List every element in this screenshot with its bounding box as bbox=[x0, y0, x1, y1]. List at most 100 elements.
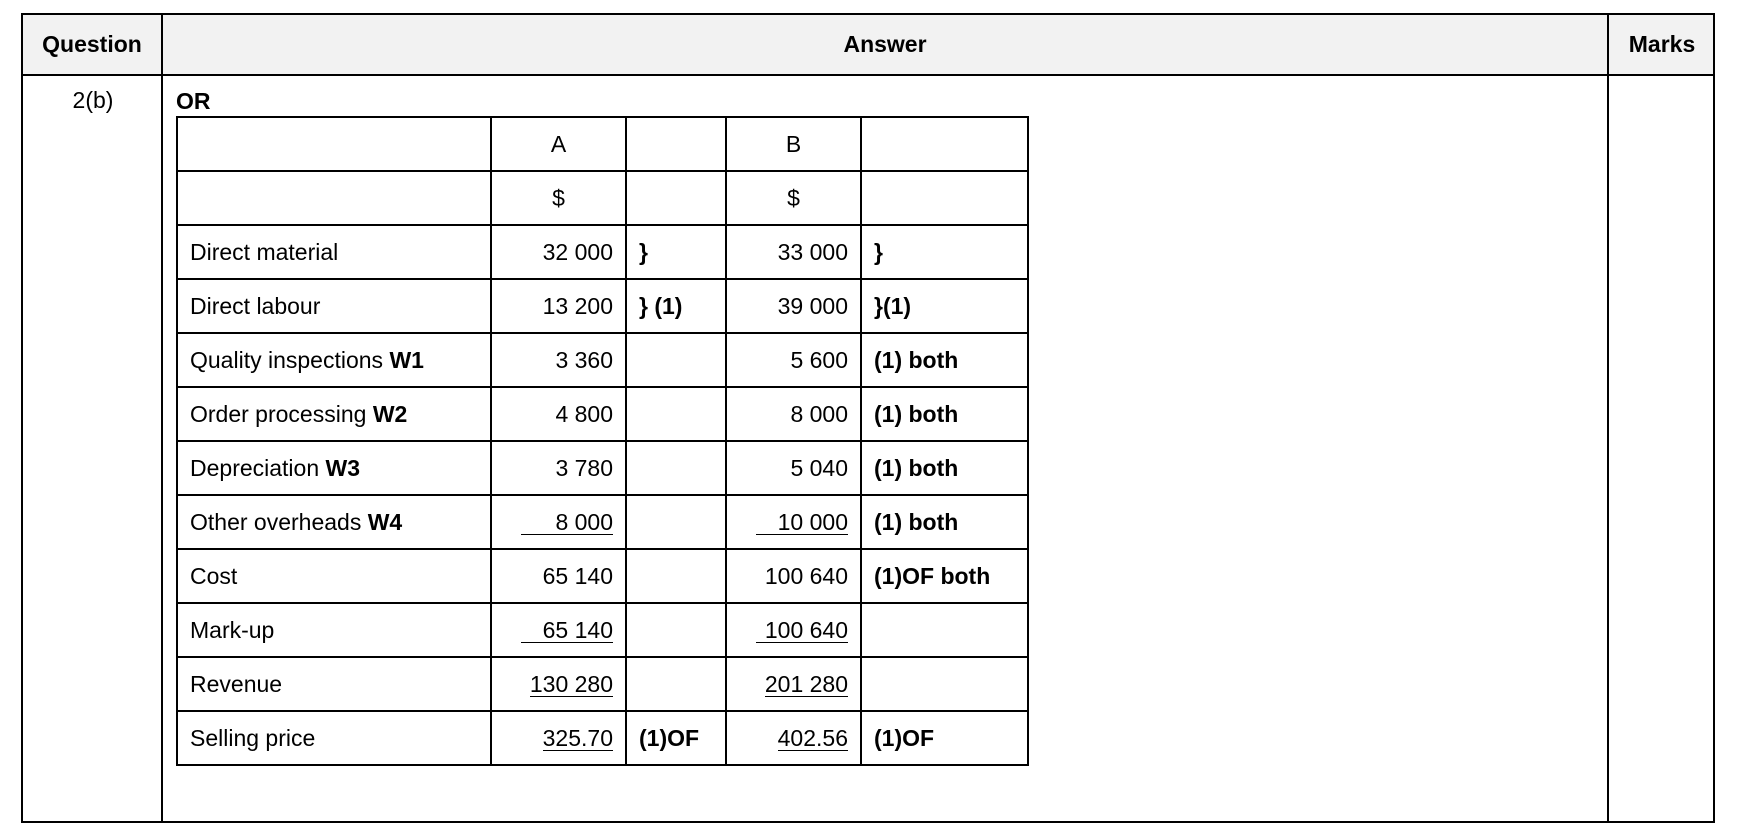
header-row: $ $ bbox=[176, 170, 1029, 226]
value-b: 201 280 bbox=[725, 656, 862, 712]
amount-a: 4 800 bbox=[555, 400, 613, 427]
row-label: Selling price bbox=[190, 724, 316, 751]
row-label: Direct material bbox=[190, 238, 339, 265]
column-b-marks bbox=[860, 170, 1029, 226]
amount-b: 33 000 bbox=[777, 238, 848, 265]
mark-scheme-table: Question Answer Marks 2(b) OR A B $ $ Direct… bbox=[21, 13, 1715, 823]
amount-a: 130 280 bbox=[529, 670, 613, 697]
row-label: Depreciation bbox=[190, 454, 326, 481]
table-row: Selling price 325.70 (1)OF 402.56 (1)OF bbox=[176, 710, 1029, 766]
working-ref: W3 bbox=[325, 454, 361, 481]
divider bbox=[1607, 15, 1609, 821]
row-label-cell: Direct material bbox=[176, 224, 492, 280]
table-row: Order processing W2 4 800 8 000 (1) both bbox=[176, 386, 1029, 442]
amount-b: 201 280 bbox=[764, 670, 848, 697]
row-label-cell: Quality inspections W1 bbox=[176, 332, 492, 388]
amount-a: 3 780 bbox=[555, 454, 613, 481]
row-label-cell: Order processing W2 bbox=[176, 386, 492, 442]
value-b: 100 640 bbox=[725, 548, 862, 604]
working-ref: W2 bbox=[372, 400, 408, 427]
value-a: 130 280 bbox=[490, 656, 627, 712]
value-a: 65 140 bbox=[490, 602, 627, 658]
column-b-header: B bbox=[725, 116, 862, 172]
label-cell bbox=[176, 170, 492, 226]
mark-b bbox=[860, 602, 1029, 658]
amount-b: 100 640 bbox=[756, 617, 848, 643]
mark: (1)OF bbox=[874, 724, 935, 751]
column-b-marks bbox=[860, 116, 1029, 172]
row-label: Other overheads bbox=[190, 508, 368, 535]
mark-a bbox=[625, 602, 727, 658]
table-row: Mark-up 65 140 100 640 bbox=[176, 602, 1029, 658]
mark-a: (1)OF bbox=[625, 710, 727, 766]
column-b-header: $ bbox=[725, 170, 862, 226]
table-row: Other overheads W4 8 000 10 000 (1) both bbox=[176, 494, 1029, 550]
value-b: 5 040 bbox=[725, 440, 862, 496]
row-label: Cost bbox=[190, 562, 238, 589]
table-row: Quality inspections W1 3 360 5 600 (1) both bbox=[176, 332, 1029, 388]
value-a: 8 000 bbox=[490, 494, 627, 550]
mark-a: } bbox=[625, 224, 727, 280]
row-label-cell: Other overheads W4 bbox=[176, 494, 492, 550]
value-a: 3 360 bbox=[490, 332, 627, 388]
mark-b: (1) both bbox=[860, 440, 1029, 496]
or-label: OR bbox=[176, 88, 211, 114]
mark: (1) both bbox=[874, 400, 959, 427]
mark-b: } bbox=[860, 224, 1029, 280]
mark-a: } (1) bbox=[625, 278, 727, 334]
value-b: 8 000 bbox=[725, 386, 862, 442]
mark-b bbox=[860, 656, 1029, 712]
amount-b: 10 000 bbox=[756, 509, 848, 535]
mark-a bbox=[625, 332, 727, 388]
row-label: Order processing bbox=[190, 400, 373, 427]
amount-a: 325.70 bbox=[542, 724, 613, 751]
column-a-header: $ bbox=[490, 170, 627, 226]
table-row: Depreciation W3 3 780 5 040 (1) both bbox=[176, 440, 1029, 496]
mark: (1)OF both bbox=[874, 562, 991, 589]
mark: (1) both bbox=[874, 346, 959, 373]
header-marks: Marks bbox=[1628, 31, 1696, 57]
mark: (1) both bbox=[874, 454, 959, 481]
mark-a bbox=[625, 656, 727, 712]
row-label: Direct labour bbox=[190, 292, 321, 319]
question-number: 2(b) bbox=[72, 87, 114, 113]
column-b-label: B bbox=[785, 130, 802, 157]
divider bbox=[161, 15, 163, 821]
value-b: 5 600 bbox=[725, 332, 862, 388]
column-a-marks bbox=[625, 170, 727, 226]
working-ref: W1 bbox=[389, 346, 424, 373]
value-a: 325.70 bbox=[490, 710, 627, 766]
header-answer: Answer bbox=[843, 31, 927, 57]
mark-b: (1)OF bbox=[860, 710, 1029, 766]
row-label-cell: Revenue bbox=[176, 656, 492, 712]
value-b: 402.56 bbox=[725, 710, 862, 766]
amount-a: 65 140 bbox=[521, 617, 613, 643]
value-b: 39 000 bbox=[725, 278, 862, 334]
amount-b: 8 000 bbox=[790, 400, 848, 427]
row-label-cell: Selling price bbox=[176, 710, 492, 766]
amount-a: 65 140 bbox=[542, 562, 613, 589]
table-row: Direct material 32 000} 33 000} bbox=[176, 224, 1029, 280]
mark-b: (1) both bbox=[860, 494, 1029, 550]
row-label: Quality inspections bbox=[190, 346, 390, 373]
mark: (1)OF bbox=[639, 724, 700, 751]
mark-b: (1) both bbox=[860, 386, 1029, 442]
amount-b: 5 600 bbox=[790, 346, 848, 373]
value-b: 33 000 bbox=[725, 224, 862, 280]
column-a-label: A bbox=[550, 130, 567, 157]
value-b: 100 640 bbox=[725, 602, 862, 658]
value-a: 3 780 bbox=[490, 440, 627, 496]
working-ref: W4 bbox=[367, 508, 403, 535]
value-b: 10 000 bbox=[725, 494, 862, 550]
mark: } (1) bbox=[639, 292, 683, 319]
value-a: 32 000 bbox=[490, 224, 627, 280]
mark: }(1) bbox=[874, 292, 912, 319]
value-a: 13 200 bbox=[490, 278, 627, 334]
amount-a: 13 200 bbox=[542, 292, 613, 319]
amount-b: 402.56 bbox=[777, 724, 848, 751]
column-a-label: $ bbox=[552, 184, 565, 211]
header-question: Question bbox=[42, 31, 142, 57]
mark-a bbox=[625, 386, 727, 442]
amount-b: 5 040 bbox=[790, 454, 848, 481]
